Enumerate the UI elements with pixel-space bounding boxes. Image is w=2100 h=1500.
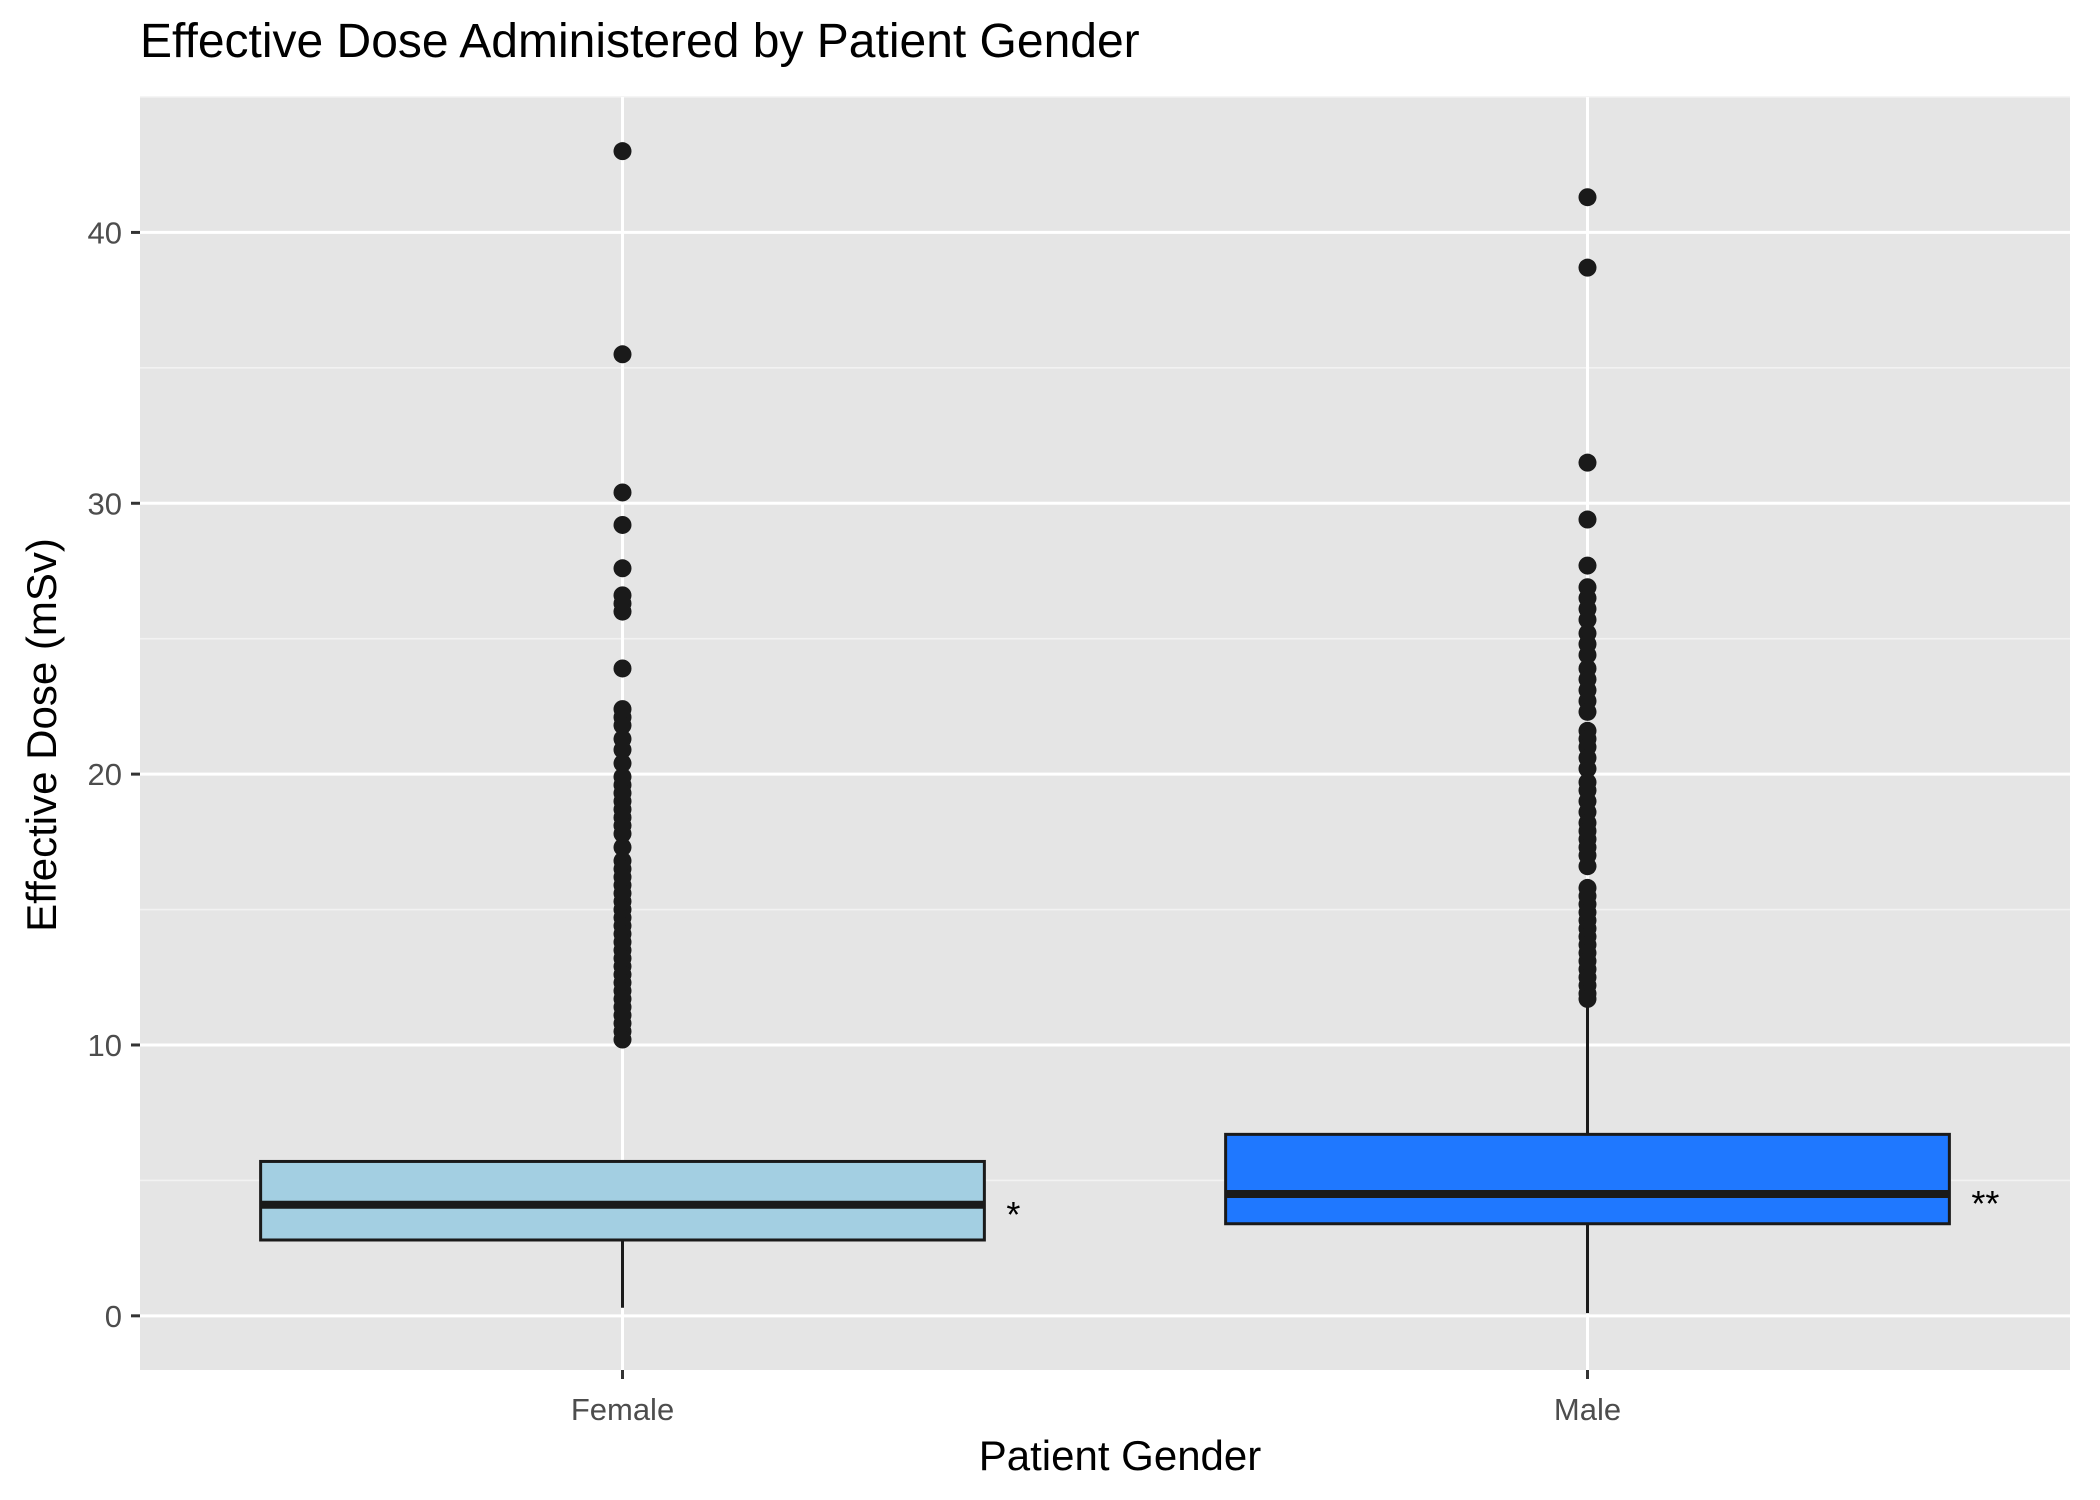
- boxplot-layer: * **: [259, 142, 1999, 1314]
- outlier-point: [1578, 610, 1597, 629]
- outlier-point: [613, 716, 632, 735]
- outlier-point: [613, 740, 632, 759]
- outlier-point: [613, 142, 632, 161]
- outlier-point: [1578, 453, 1597, 472]
- outlier-point: [613, 838, 632, 857]
- outlier-point: [613, 1030, 632, 1049]
- outlier-point: [613, 824, 632, 843]
- y-tick-label: 40: [88, 215, 122, 250]
- y-tick-label: 20: [88, 757, 122, 792]
- box-male: **: [1224, 188, 1999, 1314]
- box-female: *: [259, 142, 1020, 1308]
- x-axis: Female Male: [571, 1370, 1621, 1427]
- y-tick-label: 10: [88, 1028, 122, 1063]
- outlier-point: [613, 559, 632, 578]
- outlier-point: [1578, 702, 1597, 721]
- grid-major: [140, 97, 2070, 1370]
- outlier-point: [1578, 556, 1597, 575]
- outlier-point: [1578, 989, 1597, 1008]
- y-tick-label: 30: [88, 486, 122, 521]
- x-axis-title: Patient Gender: [978, 1432, 1262, 1479]
- box-iqr: [259, 1159, 986, 1242]
- outlier-point: [1578, 188, 1597, 207]
- outlier-point: [1578, 857, 1597, 876]
- outlier-point: [613, 659, 632, 678]
- outlier-point: [1578, 645, 1597, 664]
- outlier-point: [613, 602, 632, 621]
- outlier-point: [1578, 510, 1597, 529]
- x-tick-label: Female: [571, 1392, 674, 1427]
- significance-label: *: [1006, 1194, 1020, 1235]
- box-iqr: [1224, 1132, 1951, 1226]
- outlier-point: [613, 515, 632, 534]
- significance-label: **: [1971, 1183, 1999, 1224]
- outlier-point: [613, 754, 632, 773]
- x-tick-label: Male: [1554, 1392, 1621, 1427]
- chart-title: Effective Dose Administered by Patient G…: [140, 15, 1140, 68]
- y-tick-label: 0: [105, 1299, 122, 1334]
- outlier-point: [613, 483, 632, 502]
- outlier-point: [1578, 258, 1597, 277]
- y-axis: 0 10 20 30 40: [88, 215, 140, 1334]
- outlier-point: [613, 345, 632, 364]
- outlier-point: [1578, 759, 1597, 778]
